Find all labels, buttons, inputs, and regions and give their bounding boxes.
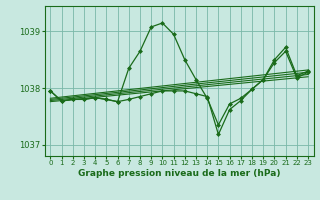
X-axis label: Graphe pression niveau de la mer (hPa): Graphe pression niveau de la mer (hPa) xyxy=(78,169,280,178)
